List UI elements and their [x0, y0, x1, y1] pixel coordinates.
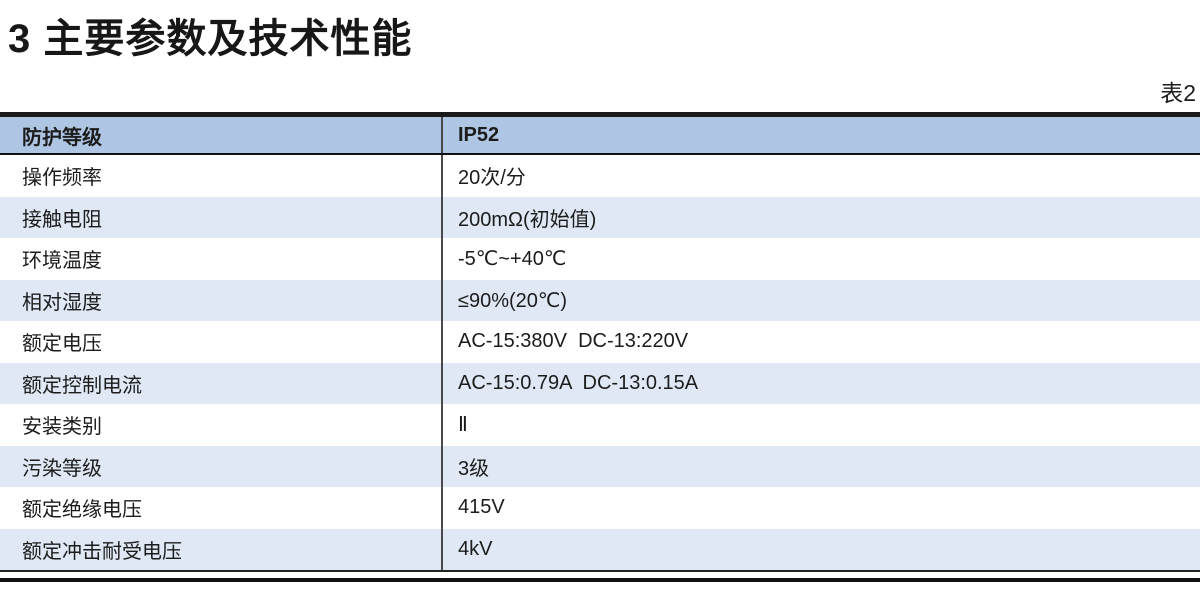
table-row: 接触电阻 200mΩ(初始值) — [0, 196, 1200, 238]
table-row: 相对湿度 ≤90%(20℃) — [0, 279, 1200, 321]
param-value-cell: -5℃~+40℃ — [458, 248, 567, 271]
param-value-cell: 3级 — [458, 457, 490, 480]
param-name-cell: 相对湿度 — [0, 279, 443, 321]
table-row: 额定冲击耐受电压 4kV — [0, 528, 1200, 570]
param-value-cell: AC-15:380V DC-13:220V — [458, 330, 689, 353]
param-name-cell: 额定控制电流 — [0, 362, 443, 404]
param-value-cell: 415V — [458, 496, 505, 519]
param-value-cell: 20次/分 — [458, 167, 526, 190]
spec-table: 防护等级 IP52 操作频率 20次/分 接触电阻 200mΩ(初始值) 环境温度 -5℃… — [0, 112, 1200, 582]
table-row: 安装类别 Ⅱ — [0, 404, 1200, 446]
table-body: 操作频率 20次/分 接触电阻 200mΩ(初始值) 环境温度 -5℃~+40℃ 相对湿度 ≤… — [0, 155, 1200, 572]
table-row: 额定控制电流 AC-15:0.79A DC-13:0.15A — [0, 362, 1200, 404]
table-caption: 表2 — [1160, 80, 1196, 106]
param-name-cell: 环境温度 — [0, 238, 443, 280]
table-top-rule — [0, 112, 1200, 117]
table-row: 污染等级 3级 — [0, 445, 1200, 487]
table-row: 额定绝缘电压 415V — [0, 487, 1200, 529]
param-name-cell: 接触电阻 — [0, 196, 443, 238]
param-name-cell: 安装类别 — [0, 404, 443, 446]
param-name-cell: 操作频率 — [0, 155, 443, 197]
table-row: 环境温度 -5℃~+40℃ — [0, 238, 1200, 280]
param-name-cell: 污染等级 — [0, 445, 443, 487]
param-value-cell: 200mΩ(初始值) — [458, 208, 597, 231]
param-value-cell: AC-15:0.79A DC-13:0.15A — [458, 371, 699, 394]
param-name-cell: 额定电压 — [0, 321, 443, 363]
table-row: 额定电压 AC-15:380V DC-13:220V — [0, 321, 1200, 363]
param-value-cell: 4kV — [458, 537, 493, 560]
param-name-cell: 额定绝缘电压 — [0, 487, 443, 529]
table-bottom-rule — [0, 578, 1200, 582]
param-value-cell: Ⅱ — [458, 414, 468, 437]
param-value-cell: ≤90%(20℃) — [458, 289, 568, 312]
table-end-gap — [0, 572, 1200, 578]
param-name-cell: 额定冲击耐受电压 — [0, 528, 443, 570]
table-row: 操作频率 20次/分 — [0, 155, 1200, 197]
header-param-cell: 防护等级 — [0, 117, 443, 153]
header-value-cell: IP52 — [458, 123, 500, 146]
page-title: 3 主要参数及技术性能 — [8, 17, 413, 61]
table-header-row: 防护等级 IP52 — [0, 117, 1200, 155]
